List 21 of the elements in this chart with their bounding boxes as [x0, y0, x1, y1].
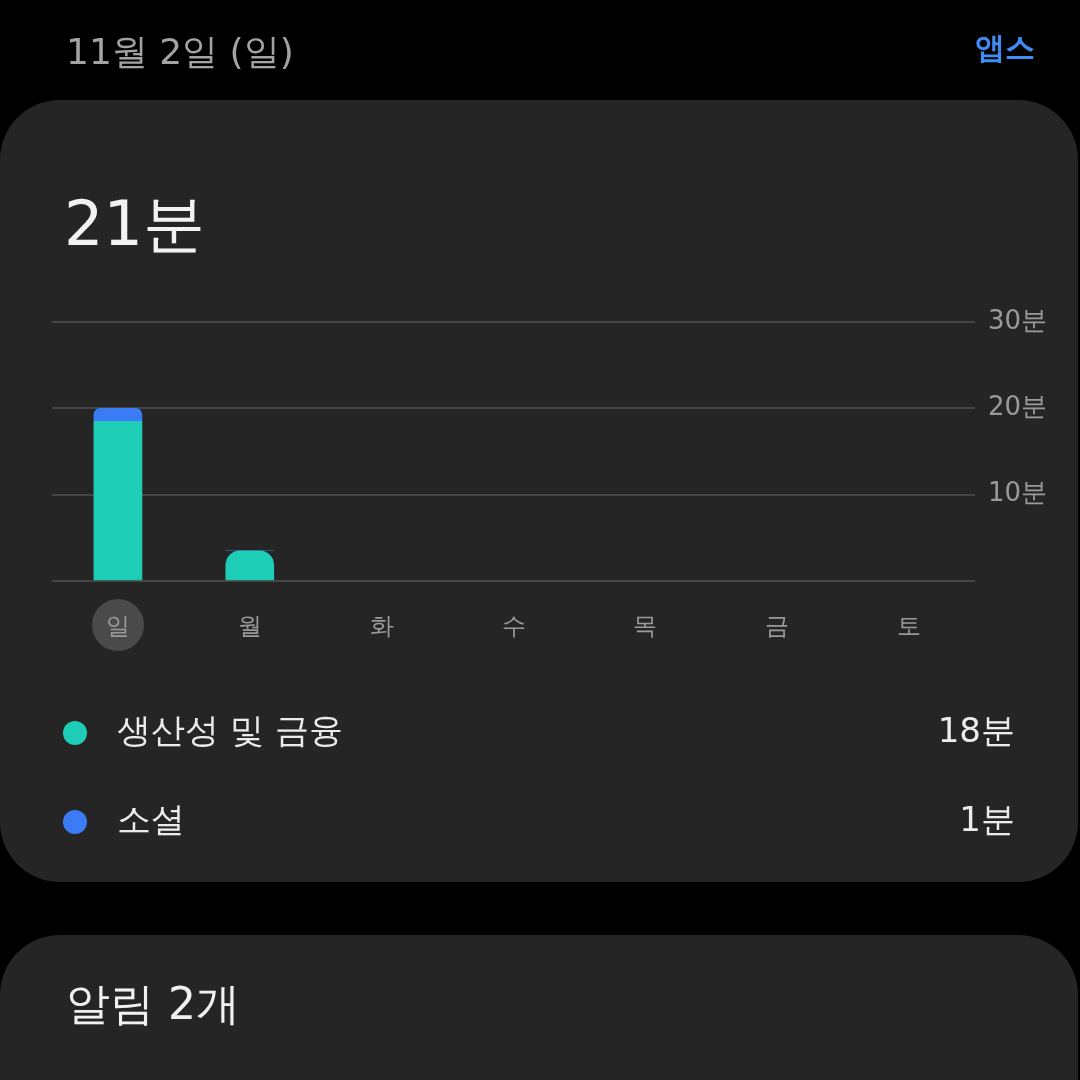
y-tick-label: 10분	[988, 477, 1048, 508]
legend-label: 생산성 및 금융	[117, 709, 343, 750]
text: 알림 2개	[66, 977, 240, 1031]
text: 11월 2일 (일)	[66, 30, 294, 74]
x-tick-label: 토	[897, 611, 922, 640]
text: 앱스	[975, 29, 1035, 67]
x-tick-label: 월	[237, 611, 262, 640]
legend-label: 소셜	[117, 798, 185, 839]
bar	[93, 408, 143, 422]
chart-title: 21분	[64, 186, 205, 262]
x-tick-label: 화	[369, 611, 394, 640]
bar	[93, 420, 143, 581]
x-tick-label: 수	[501, 611, 526, 640]
y-tick-label: 30분	[988, 304, 1048, 335]
text: 18분	[937, 709, 1015, 750]
x-tick-label: 금	[765, 611, 790, 640]
x-tick-label: 일	[105, 611, 130, 640]
x-tick-label: 목	[633, 611, 658, 640]
bar	[225, 550, 275, 581]
text: 1분	[959, 798, 1015, 839]
y-tick-label: 20분	[988, 391, 1048, 422]
